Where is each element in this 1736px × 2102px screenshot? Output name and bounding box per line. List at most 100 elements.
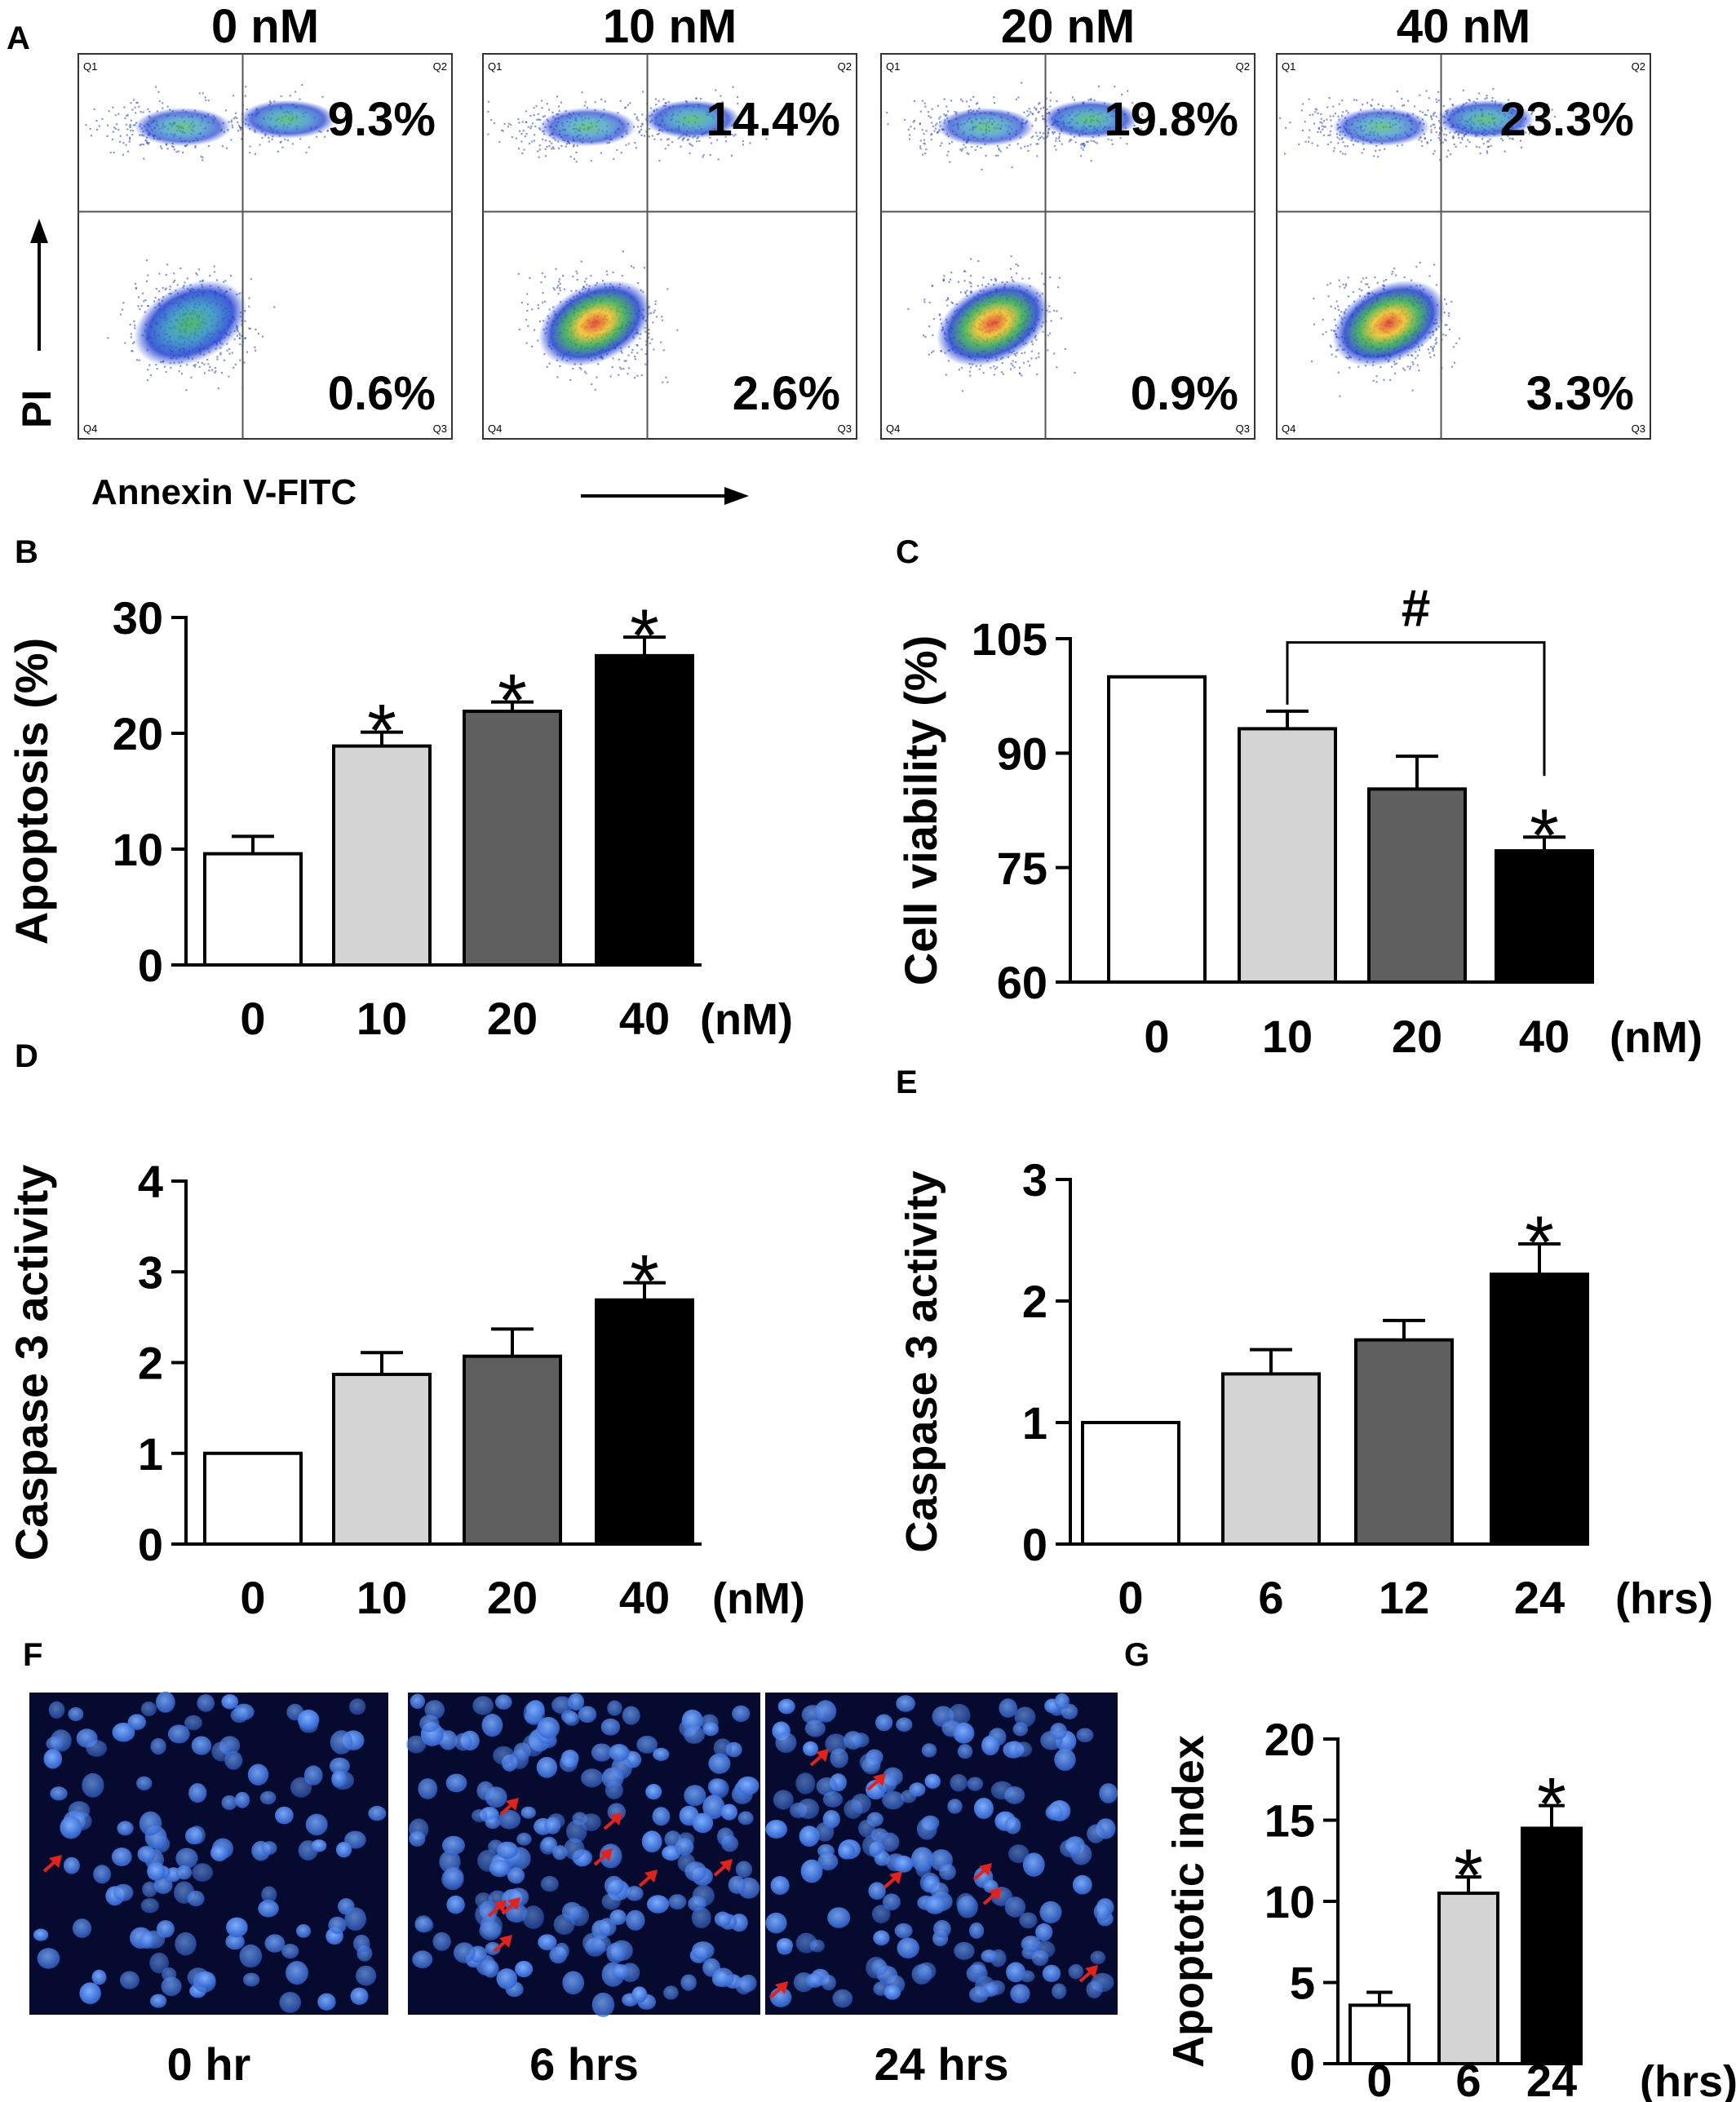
x-tick-label: 10 — [356, 1572, 407, 1623]
quadrant-tag-q4: Q4 — [83, 423, 97, 435]
y-tick-label: 3 — [1022, 1154, 1047, 1206]
red-arrow-head — [499, 1935, 512, 1948]
y-axis-label: Cell viability (%) — [895, 635, 946, 985]
red-arrow-head — [816, 1749, 829, 1762]
bar — [1081, 1421, 1180, 1546]
chart-panel-g: 0 5 10 15 20 Apoptotic index 0 * 6 * 24 (hrs) — [1164, 1714, 1736, 2102]
quadrant-tag-q1: Q1 — [488, 60, 502, 73]
bar — [1221, 1372, 1321, 1547]
y-tick-label: 4 — [138, 1156, 163, 1207]
bar — [203, 852, 303, 967]
panel-letter-f: F — [23, 1637, 42, 1673]
chart-panel-b: 0 10 20 30 Apoptosis (%) 0 * 10 * 20 * 40 (nM) — [6, 592, 793, 1044]
red-arrow-head — [873, 1773, 886, 1786]
flow-plot: 40 nM Q1 Q2 Q4 Q3 23.3% 3.3% — [1276, 0, 1651, 440]
y-tick-label: 3 — [138, 1246, 163, 1298]
x-tick-label: 6 — [1258, 1572, 1283, 1623]
quadrant-tag-q1: Q1 — [1282, 60, 1295, 73]
flow-density-q2 — [643, 100, 742, 139]
bar — [463, 710, 562, 967]
quadrant-percent-q3: 0.6% — [328, 367, 436, 420]
panel-letter-c: C — [896, 534, 919, 570]
y-axis-label: Caspase 3 activity — [6, 1165, 57, 1561]
y-tick-label: 10 — [1264, 1876, 1315, 1927]
red-arrow-head — [989, 1887, 1002, 1901]
nuclei — [33, 1691, 387, 2013]
red-arrow-head — [644, 1870, 658, 1883]
significance-marker: * — [367, 690, 396, 773]
red-arrow-head — [494, 1900, 507, 1913]
quadrant-tag-q2: Q2 — [1632, 60, 1645, 73]
red-arrow-head — [609, 1812, 622, 1825]
quadrant-percent-q2: 19.8% — [1105, 93, 1238, 146]
bracket-label: # — [1402, 579, 1431, 638]
flow-plot: 10 nM Q1 Q2 Q4 Q3 14.4% 2.6% — [482, 0, 857, 440]
red-arrow-head — [889, 1871, 902, 1884]
x-tick-label: 0 — [1366, 2055, 1392, 2102]
micrographs: 0 hr 6 hrs 24 hrs — [29, 1691, 1118, 2090]
y-tick-label: 20 — [113, 708, 163, 759]
x-tick-label: 0 — [240, 1572, 265, 1623]
pi-axis-label: PI — [14, 390, 60, 428]
quadrant-tag-q4: Q4 — [886, 423, 900, 435]
chart-panel-d: 0 1 2 3 4 Caspase 3 activity 0 10 20 * 40 (nM) — [6, 1156, 805, 1623]
panel-letter-a: A — [7, 20, 30, 56]
micrograph-label: 24 hrs — [875, 2038, 1009, 2090]
quadrant-tag-q3: Q3 — [838, 423, 852, 435]
red-arrow-head — [507, 1897, 520, 1910]
flow-plots: 0 nM Q1 Q2 Q4 Q3 9.3% 0.6% 10 nM Q1 Q2 Q4 Q3 14.4% 2.… — [78, 0, 1651, 440]
x-tick-label: 0 — [1144, 1011, 1169, 1062]
bar — [1107, 675, 1207, 984]
y-tick-label: 105 — [972, 613, 1047, 665]
flow-density-q2 — [238, 100, 337, 139]
micrograph-label: 6 hrs — [529, 2038, 639, 2090]
bar — [1348, 2003, 1410, 2066]
quadrant-percent-q3: 0.9% — [1131, 367, 1238, 420]
flow-density-q2 — [1041, 100, 1140, 139]
micrograph: 6 hrs — [406, 1693, 760, 2090]
y-tick-label: 1 — [138, 1428, 163, 1480]
bar — [1521, 1826, 1583, 2065]
red-arrow-head — [600, 1848, 613, 1861]
y-tick-label: 1 — [1022, 1397, 1047, 1449]
x-unit-label: (nM) — [700, 995, 793, 1044]
quadrant-percent-q3: 2.6% — [733, 367, 840, 420]
micrograph-label: 0 hr — [167, 2038, 251, 2090]
significance-marker: * — [498, 660, 527, 743]
y-axis-label: Apoptosis (%) — [6, 638, 57, 945]
flow-density-q1 — [134, 108, 232, 147]
quadrant-tag-q2: Q2 — [1236, 60, 1250, 73]
x-tick-label: 12 — [1379, 1572, 1429, 1623]
bar — [1367, 787, 1467, 984]
micrograph: 24 hrs — [765, 1693, 1118, 2090]
y-tick-label: 90 — [997, 728, 1047, 779]
red-arrow-head — [775, 1981, 788, 1994]
y-tick-label: 0 — [1022, 1519, 1047, 1570]
x-tick-label: 24 — [1514, 1572, 1565, 1623]
red-arrow-head — [506, 1798, 519, 1811]
flow-plot-title: 0 nM — [211, 0, 319, 53]
y-tick-label: 10 — [113, 824, 163, 875]
quadrant-percent-q2: 23.3% — [1500, 93, 1634, 146]
annexin-axis-arrow — [581, 487, 749, 505]
red-arrow-head — [720, 1859, 733, 1872]
quadrant-tag-q1: Q1 — [886, 60, 900, 73]
y-axis-label: Caspase 3 activity — [897, 1170, 946, 1552]
red-arrow-head — [979, 1863, 992, 1876]
significance-marker: * — [1525, 1201, 1554, 1285]
flow-plot: 20 nM Q1 Q2 Q4 Q3 19.8% 0.9% — [880, 0, 1256, 440]
x-unit-label: (nM) — [712, 1574, 805, 1623]
quadrant-tag-q1: Q1 — [83, 60, 97, 73]
x-tick-label: 24 — [1526, 2055, 1577, 2102]
flow-density-q1 — [538, 108, 636, 147]
panel-letter-d: D — [15, 1038, 38, 1074]
chart-panel-c: 60 75 90 105 Cell viability (%) 0 10 20 * 40 (nM) # — [895, 579, 1703, 1062]
y-tick-label: 30 — [113, 592, 163, 644]
quadrant-tag-q3: Q3 — [433, 423, 447, 435]
bar — [332, 1372, 432, 1547]
red-arrow-head — [49, 1855, 62, 1868]
x-tick-label: 10 — [1262, 1011, 1313, 1062]
panel-a: A 0 nM Q1 Q2 Q4 Q3 9.3% 0.6% 10 nM Q1 Q2 Q4 Q3 14.4%… — [7, 0, 1651, 512]
panel-f: F 0 hr 6 hrs 24 hrs — [23, 1637, 1118, 2090]
